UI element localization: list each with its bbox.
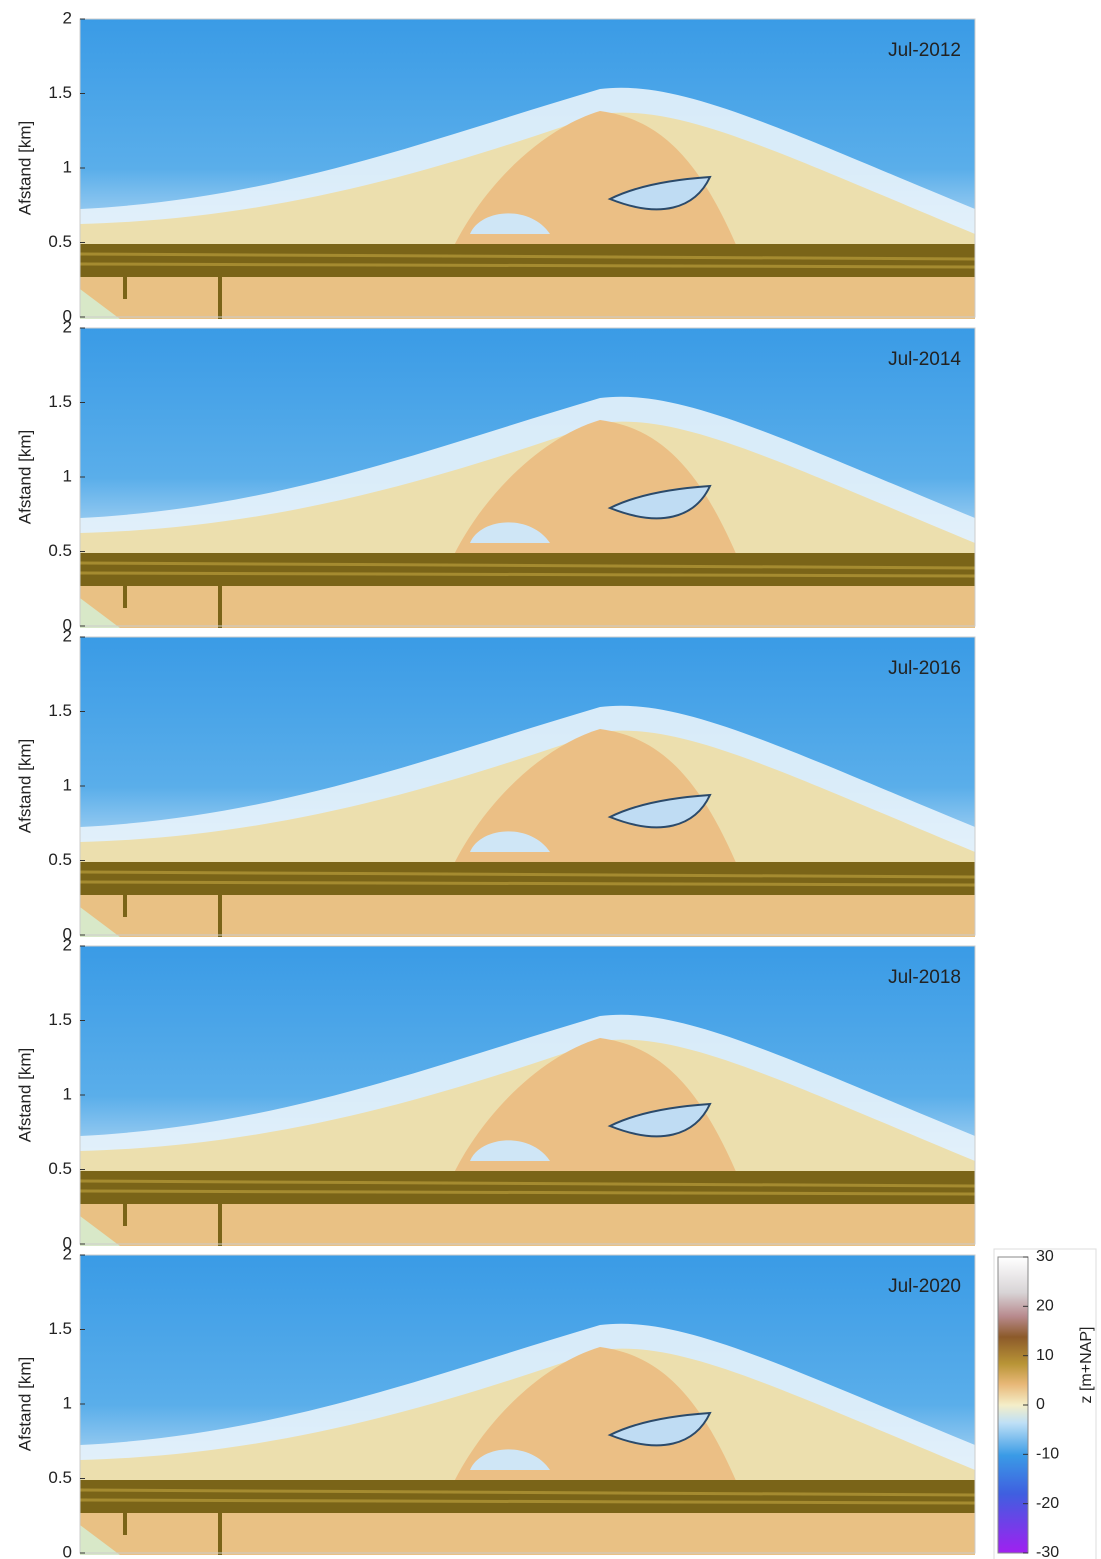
y-tick-label: 0: [63, 1542, 72, 1559]
y-tick-label: 0.5: [48, 232, 72, 251]
y-tick-label: 0.5: [48, 1468, 72, 1487]
y-tick-label: 2: [63, 1244, 72, 1263]
y-tick-label: 1.5: [48, 701, 72, 720]
y-axis-label: Afstand [km]: [15, 121, 34, 215]
panel-date: Jul-2014: [888, 349, 961, 370]
panel-date: Jul-2020: [888, 1276, 961, 1297]
map-image: [80, 946, 975, 1246]
y-tick-label: 1: [63, 1084, 72, 1103]
y-tick-label: 1: [63, 157, 72, 176]
colorbar-tick-label: -10: [1036, 1446, 1059, 1463]
y-tick-label: 0.5: [48, 1159, 72, 1178]
colorbar-tick-label: 10: [1036, 1347, 1054, 1364]
panel-date: Jul-2018: [888, 967, 961, 988]
colorbar-tick-label: -20: [1036, 1495, 1059, 1512]
map-image: [80, 19, 975, 319]
colorbar-tick-label: -30: [1036, 1544, 1059, 1559]
panel-date: Jul-2012: [888, 40, 961, 61]
y-tick-label: 0.5: [48, 850, 72, 869]
y-tick-label: 1: [63, 466, 72, 485]
y-axis-label: Afstand [km]: [15, 430, 34, 524]
colorbar-tick-label: 0: [1036, 1396, 1045, 1413]
y-tick-label: 1.5: [48, 1319, 72, 1338]
y-tick-label: 1: [63, 775, 72, 794]
y-tick-label: 1.5: [48, 83, 72, 102]
y-axis-label: Afstand [km]: [15, 1048, 34, 1142]
figure: Jul-2012 Afstand [km] 0 0.5 1 1.5 2 Jul-2014 Afs…: [0, 0, 1101, 1559]
panel-date: Jul-2016: [888, 658, 961, 679]
colorbar-label: z [m+NAP]: [1078, 1327, 1095, 1404]
map-panel: Jul-2020 Afstand [km] 0 0.5 1 1.5 2: [15, 1244, 975, 1559]
y-tick-label: 2: [63, 317, 72, 336]
y-tick-label: 2: [63, 8, 72, 27]
y-axis-label: Afstand [km]: [15, 1357, 34, 1451]
map-image: [80, 328, 975, 628]
y-axis-label: Afstand [km]: [15, 739, 34, 833]
y-tick-label: 1.5: [48, 392, 72, 411]
colorbar-tick-label: 20: [1036, 1298, 1054, 1315]
y-tick-label: 1: [63, 1393, 72, 1412]
y-tick-label: 0.5: [48, 541, 72, 560]
page: {"panels": [ {"label": "Jul-2012", "ylab…: [0, 0, 1101, 1559]
map-image: [80, 637, 975, 937]
colorbar-tick-label: 30: [1036, 1248, 1054, 1265]
y-tick-label: 2: [63, 935, 72, 954]
y-tick-label: 2: [63, 626, 72, 645]
map-image: [80, 1255, 975, 1555]
y-tick-label: 1.5: [48, 1010, 72, 1029]
